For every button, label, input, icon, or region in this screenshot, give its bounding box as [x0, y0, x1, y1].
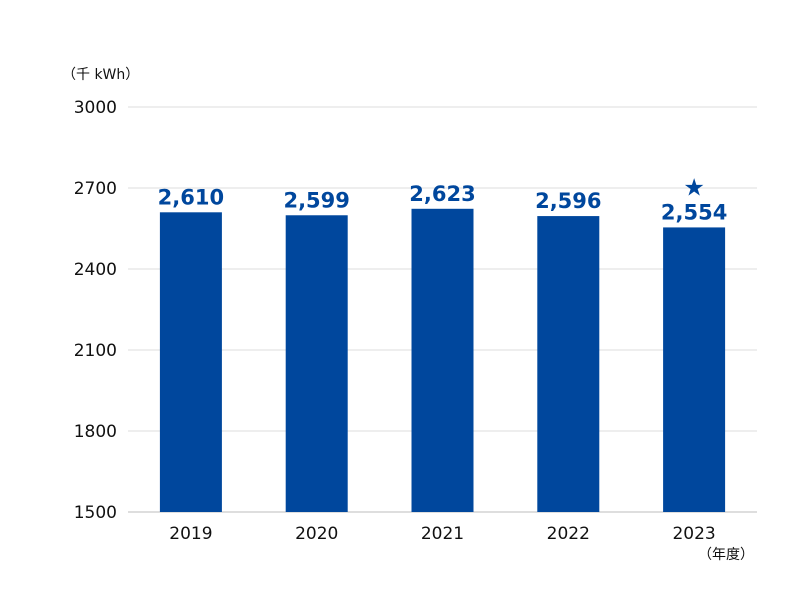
y-tick-label: 1500 [74, 503, 117, 523]
data-labels: 2,610 2,599 2,623 2,596 2,554 [158, 182, 728, 225]
bar [411, 208, 474, 513]
bar [537, 216, 600, 512]
x-tick-label: 2023 [672, 524, 715, 544]
x-tick-label: 2021 [421, 524, 464, 544]
y-tick-label: 2100 [74, 341, 117, 361]
bars [159, 208, 726, 513]
data-label: 2,599 [283, 188, 349, 212]
y-tick-label: 2700 [74, 179, 117, 199]
bar [285, 215, 348, 512]
x-axis-unit-label: （年度） [698, 547, 754, 563]
data-label: 2,623 [409, 182, 475, 206]
data-label: 2,554 [661, 200, 727, 224]
y-axis-unit-label: （千 kWh） [62, 67, 139, 83]
x-tick-label: 2020 [295, 524, 338, 544]
x-tick-label: 2022 [547, 524, 590, 544]
data-label: 2,610 [158, 185, 224, 209]
annotations: ★ [683, 173, 705, 201]
y-tick-label: 3000 [74, 98, 117, 118]
y-tick-label: 2400 [74, 260, 117, 280]
bar [159, 212, 222, 513]
x-tick-label: 2019 [169, 524, 212, 544]
bar [663, 227, 726, 513]
x-axis-ticks: 2019 2020 2021 2022 2023 [169, 524, 715, 544]
star-icon: ★ [683, 173, 705, 201]
data-label: 2,596 [535, 189, 601, 213]
y-tick-label: 1800 [74, 422, 117, 442]
y-axis-ticks: 1500 1800 2100 2400 2700 3000 [74, 98, 117, 523]
